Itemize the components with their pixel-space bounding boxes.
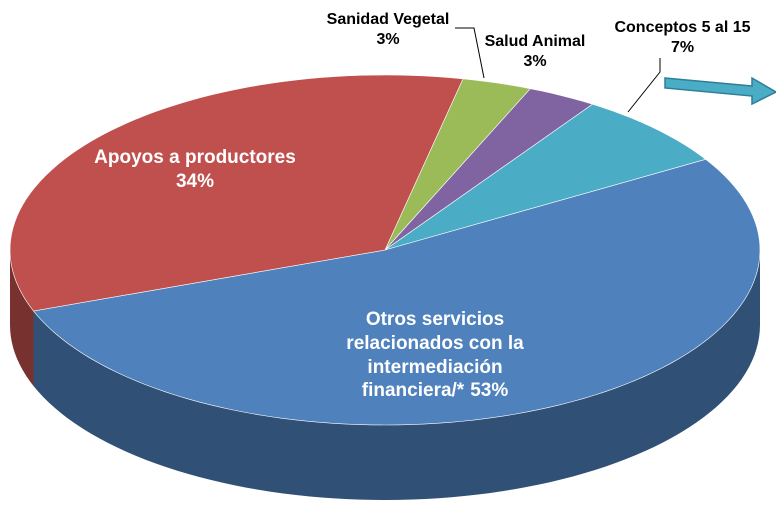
data-label: Otros servicios relacionados con la inte… [305, 308, 565, 403]
slice [384, 78, 531, 251]
pie-tops [9, 74, 761, 426]
value-label: 7% [670, 39, 695, 56]
category-label: Sanidad Vegetal [326, 11, 450, 28]
slice-side [33, 250, 761, 500]
category-label: Salud Animal [484, 33, 586, 50]
data-label: Apoyos a productores 34% [90, 146, 300, 194]
category-label: Apoyos a productores [94, 147, 296, 168]
slice [384, 103, 707, 251]
arrow [664, 76, 776, 106]
category-label: Otros servicios relacionados con la inte… [346, 309, 524, 402]
value-label: 3% [523, 53, 547, 70]
slice [32, 159, 761, 426]
data-label: Salud Animal 3% [480, 32, 590, 72]
pie-sides [10, 250, 761, 500]
value-label: 53% [470, 380, 509, 402]
slice [384, 88, 594, 251]
data-label: Sanidad Vegetal 3% [318, 10, 458, 50]
slice-side [10, 250, 34, 387]
value-label: 3% [376, 31, 400, 48]
slice [9, 74, 464, 312]
leader-line [627, 58, 661, 113]
value-label: 34% [175, 170, 215, 192]
data-label: Conceptos 5 al 15 7% [605, 18, 760, 58]
category-label: Conceptos 5 al 15 [614, 19, 751, 36]
leader-line [455, 27, 485, 79]
